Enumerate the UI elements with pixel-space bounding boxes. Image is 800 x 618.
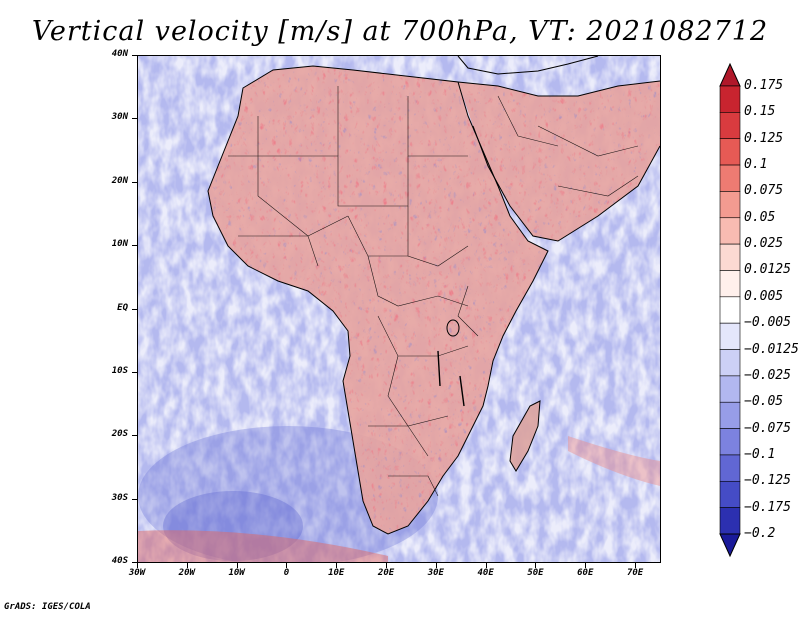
lat-tick: [132, 118, 137, 120]
colorbar-segment: [719, 401, 741, 429]
lon-tick: [286, 563, 288, 568]
lat-label: 10S: [111, 365, 128, 376]
colorbar-label: 0.005: [744, 288, 784, 304]
colorbar-segment: [719, 85, 741, 113]
lat-tick: [132, 371, 137, 373]
lat-tick: [132, 55, 137, 56]
lat-label: 40S: [111, 556, 128, 566]
colorbar-segment: [719, 480, 741, 508]
lon-label: 20W: [178, 568, 195, 578]
colorbar-label: 0.075: [744, 183, 784, 199]
colorbar-label: −0.075: [744, 420, 791, 436]
colorbar-label: −0.0125: [744, 341, 799, 357]
colorbar-label: −0.025: [744, 367, 791, 383]
lon-label: 60E: [577, 568, 594, 578]
lon-tick: [336, 563, 338, 568]
lat-label: 30N: [111, 112, 128, 123]
lat-label: 30S: [111, 492, 128, 503]
lon-label: 40E: [477, 568, 494, 578]
lat-label: 40N: [111, 49, 128, 59]
lat-label: 10N: [111, 239, 128, 250]
lat-label: 20S: [111, 429, 128, 440]
colorbar-segment: [719, 454, 741, 482]
colorbar-label: 0.05: [744, 209, 776, 225]
lon-label: 50E: [527, 568, 544, 578]
colorbar-label: 0.15: [744, 104, 776, 120]
madagascar-landmass: [510, 401, 540, 471]
lon-label: 10W: [228, 568, 245, 578]
map-panel: [137, 55, 661, 563]
lon-tick: [137, 563, 138, 568]
lat-tick: [132, 245, 137, 247]
lon-label: 70E: [626, 568, 644, 578]
colorbar-label: −0.125: [744, 473, 791, 489]
lon-label: 10E: [328, 568, 345, 578]
colorbar-label: 0.0125: [744, 262, 791, 278]
lake-malawi-outline: [459, 375, 465, 407]
lon-tick: [535, 563, 537, 568]
lon-label: 30E: [427, 568, 444, 578]
credit-text: GrADS: IGES/COLA: [4, 602, 91, 612]
colorbar-segment: [719, 138, 741, 166]
colorbar-segment: [719, 428, 741, 456]
lon-label: 30W: [128, 568, 146, 578]
colorbar-label: −0.1: [744, 446, 776, 462]
lake-tanganyika-outline: [437, 350, 441, 387]
lon-tick: [435, 563, 437, 568]
colorbar-segment: [719, 164, 741, 192]
colorbar: [719, 62, 741, 558]
colorbar-max-arrow: [719, 62, 741, 87]
colorbar-segment: [719, 243, 741, 271]
vertical-velocity-field: [138, 56, 660, 562]
lat-tick: [132, 308, 137, 310]
lat-label: 20N: [111, 175, 128, 186]
lat-tick: [132, 181, 137, 183]
ascent-band-east: [568, 436, 660, 486]
lat-tick: [132, 498, 137, 500]
colorbar-segment: [719, 270, 741, 298]
colorbar-segment: [719, 191, 741, 219]
lon-tick: [585, 563, 587, 568]
chart-title: Vertical velocity [m/s] at 700hPa, VT: 2…: [31, 16, 769, 47]
colorbar-segment: [719, 507, 741, 535]
lon-label: 0: [283, 568, 290, 578]
lat-tick: [132, 435, 137, 437]
colorbar-label: 0.175: [744, 78, 784, 93]
colorbar-min-arrow: [719, 533, 741, 558]
lon-tick: [236, 563, 238, 568]
colorbar-segment: [719, 296, 741, 324]
colorbar-segment: [719, 322, 741, 350]
colorbar-segment: [719, 217, 741, 245]
lon-tick: [186, 563, 188, 568]
colorbar-label: 0.025: [744, 236, 784, 252]
lat-label: EQ: [117, 302, 128, 313]
colorbar-label: 0.125: [744, 130, 784, 146]
lon-tick: [635, 563, 637, 568]
colorbar-segment: [719, 349, 741, 377]
coastlines: [207, 56, 660, 535]
colorbar-segment: [719, 112, 741, 140]
ascent-band-south: [138, 530, 388, 562]
colorbar-label: −0.175: [744, 499, 791, 515]
colorbar-label: −0.005: [744, 315, 791, 331]
country-borders: [228, 86, 639, 497]
colorbar-label: −0.2: [744, 526, 776, 541]
lon-tick: [485, 563, 487, 568]
lon-tick: [386, 563, 388, 568]
lon-label: 20E: [377, 568, 395, 578]
colorbar-label: 0.1: [744, 157, 768, 173]
colorbar-label: −0.05: [744, 394, 784, 410]
lat-tick: [132, 562, 137, 563]
lake-victoria-outline: [446, 319, 460, 337]
colorbar-segment: [719, 375, 741, 403]
